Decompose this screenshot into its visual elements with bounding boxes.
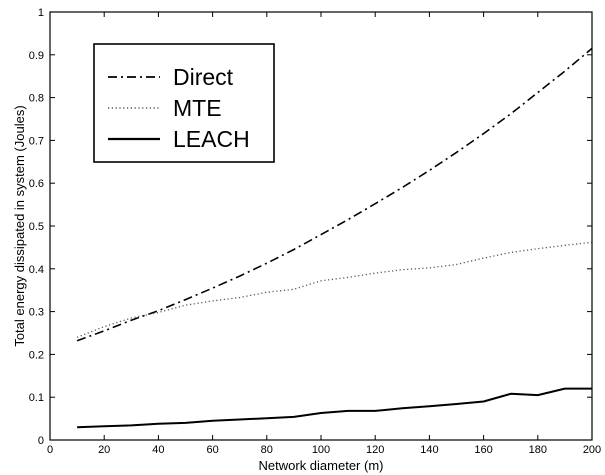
x-tick-label: 180 — [529, 444, 547, 456]
y-tick-label: 0.1 — [29, 392, 44, 404]
series-line-leach — [77, 387, 592, 429]
x-tick-label: 120 — [366, 444, 384, 456]
y-tick-label: 0.8 — [29, 93, 44, 105]
x-tick-label: 160 — [474, 444, 492, 456]
series-line-mte — [76, 241, 593, 338]
y-tick-label: 0.6 — [29, 178, 44, 190]
plot-frame — [49, 11, 593, 441]
legend-label-direct: Direct — [173, 64, 234, 90]
y-tick-labels: 0 0.1 0.2 0.3 0.4 0.5 0.6 0.7 0.8 0.9 1 — [29, 7, 44, 447]
x-tick-label: 60 — [206, 444, 218, 456]
y-tick-label: 0.5 — [29, 221, 44, 233]
legend-box — [93, 43, 275, 163]
legend: Direct MTE LEACH — [93, 43, 275, 163]
x-tick-labels: 0 20 40 60 80 100 120 140 160 180 200 — [47, 444, 601, 456]
y-tick-label: 0.4 — [29, 264, 44, 276]
legend-label-mte: MTE — [173, 95, 222, 121]
y-tick-label: 1 — [38, 7, 44, 19]
y-tick-label: 0 — [38, 435, 44, 447]
y-tick-label: 0.7 — [29, 135, 44, 147]
legend-entries: Direct MTE LEACH — [108, 64, 250, 152]
x-axis-label: Network diameter (m) — [259, 458, 384, 473]
x-tick-label: 20 — [98, 444, 110, 456]
x-tick-label: 0 — [47, 444, 53, 456]
x-tick-label: 80 — [261, 444, 273, 456]
y-tick-label: 0.3 — [29, 307, 44, 319]
x-tick-label: 40 — [152, 444, 164, 456]
y-tick-label: 0.2 — [29, 349, 44, 361]
x-tick-label: 100 — [312, 444, 330, 456]
y-tick-label: 0.9 — [29, 50, 44, 62]
y-axis-label: Total energy dissipated in system (Joule… — [12, 105, 27, 346]
x-tick-label: 200 — [583, 444, 601, 456]
legend-label-leach: LEACH — [173, 126, 250, 152]
series-layer — [76, 47, 593, 429]
x-tick-label: 140 — [420, 444, 438, 456]
